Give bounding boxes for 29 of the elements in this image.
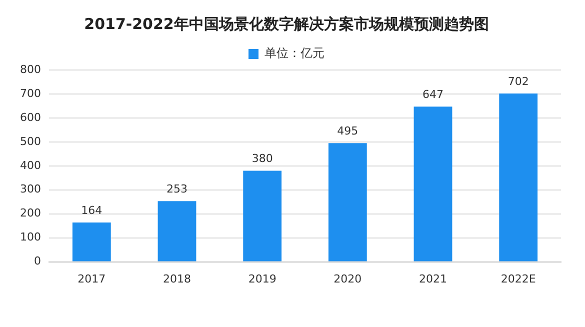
data-label: 164: [81, 204, 102, 217]
bar: [414, 106, 452, 262]
x-tick-label: 2020: [334, 272, 362, 286]
y-tick-label: 800: [20, 62, 41, 76]
data-label: 647: [422, 88, 444, 102]
y-tick-label: 600: [20, 110, 41, 124]
y-tick-label: 300: [20, 182, 41, 196]
data-label: 702: [508, 74, 529, 88]
x-tick-label: 2022E: [500, 272, 536, 286]
bar: [328, 143, 367, 262]
x-tick-label: 2019: [248, 272, 276, 286]
y-tick-label: 400: [20, 158, 41, 172]
data-label: 380: [252, 152, 273, 166]
bar: [243, 170, 282, 262]
x-tick-label: 2021: [419, 272, 447, 286]
y-tick-label: 100: [20, 230, 41, 244]
x-tick-label: 2017: [78, 272, 106, 286]
legend-label: 单位：亿元: [264, 46, 324, 60]
y-tick-label: 0: [34, 254, 41, 268]
bar: [499, 93, 538, 262]
y-tick-label: 200: [20, 206, 41, 220]
x-tick-label: 2018: [162, 272, 191, 286]
y-tick-label: 500: [20, 134, 41, 148]
bar: [158, 201, 196, 262]
chart-title: 2017-2022年中国场景化数字解决方案市场规模预测趋势图: [84, 14, 489, 33]
bar: [72, 222, 111, 262]
data-label: 495: [337, 124, 358, 138]
data-label: 253: [166, 182, 188, 196]
y-tick-label: 700: [20, 86, 41, 100]
